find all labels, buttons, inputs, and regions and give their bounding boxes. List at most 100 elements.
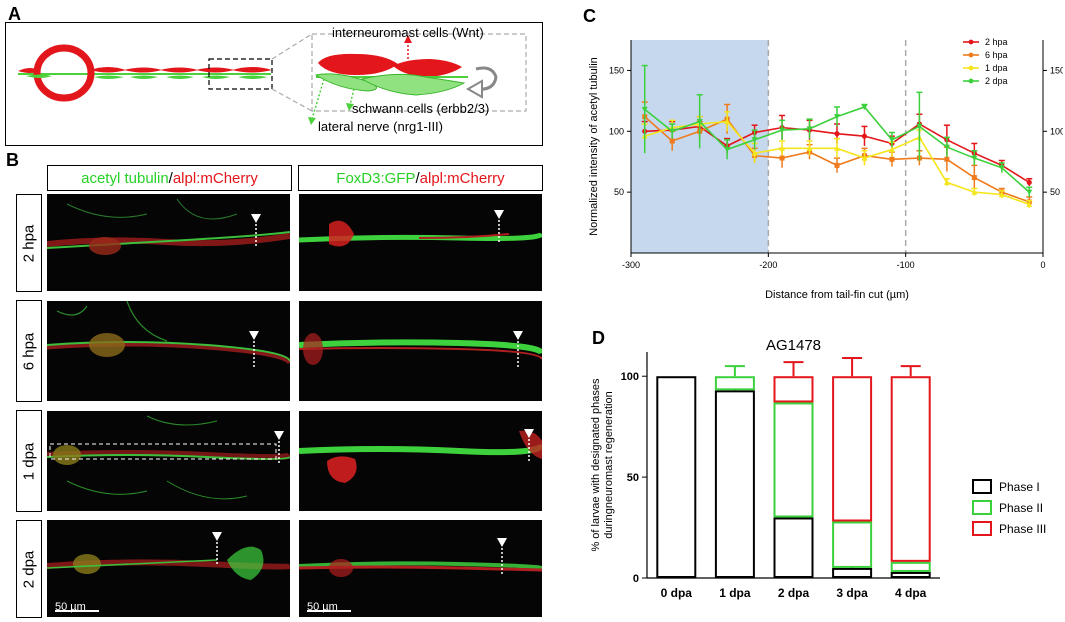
neuromast-ring bbox=[33, 44, 95, 102]
data-point bbox=[971, 189, 978, 195]
data-point bbox=[889, 156, 895, 162]
y-axis-label-line: % of larvae with designated phases bbox=[590, 378, 602, 552]
interneuromast-cell-large-1 bbox=[318, 53, 398, 75]
micrograph-1dpa-foxd3 bbox=[299, 411, 542, 511]
rotation-arrow-icon bbox=[475, 66, 498, 91]
bar-segment bbox=[832, 567, 873, 579]
bar-segment bbox=[773, 517, 814, 578]
y-tick-label: 50 bbox=[627, 472, 639, 484]
legend-marker bbox=[968, 39, 974, 45]
data-point bbox=[834, 131, 840, 137]
row-label-text: 1 dpa bbox=[20, 442, 38, 480]
line-chart-acetyl-tubulin: 50 50 100 100 150 150 -300 -200 -100 0 Distance fr… bbox=[588, 37, 1063, 301]
y-tick-label-right: 50 bbox=[1050, 187, 1060, 197]
bar-segment bbox=[890, 561, 931, 572]
micrograph-2hpa-acetyl bbox=[47, 194, 290, 291]
y-tick-label: 100 bbox=[609, 126, 624, 136]
y-tick-label: 100 bbox=[621, 371, 639, 383]
data-point bbox=[916, 123, 923, 130]
data-point bbox=[834, 114, 840, 120]
bar-segment bbox=[890, 376, 931, 562]
header-sep: / bbox=[415, 169, 420, 187]
legend-label: 1 dpa bbox=[985, 63, 1008, 73]
data-point bbox=[861, 104, 868, 110]
series-2-dpa bbox=[641, 64, 1033, 198]
legend-label: Phase I bbox=[999, 480, 1040, 494]
chart-title: AG1478 bbox=[766, 337, 821, 354]
bar-segment bbox=[890, 571, 931, 578]
header-sep: / bbox=[168, 169, 173, 187]
panel-a-frame bbox=[5, 22, 543, 146]
x-tick-label: 0 bbox=[1040, 260, 1045, 270]
x-tick-label: -200 bbox=[759, 260, 777, 270]
schwann-label: schwann cells (erbb2/3) bbox=[352, 101, 490, 116]
micrograph-1dpa-acetyl bbox=[47, 411, 290, 511]
legend-marker bbox=[968, 52, 974, 58]
legend-swatch bbox=[972, 479, 992, 494]
y-tick-label: 50 bbox=[614, 187, 624, 197]
x-tick-label: -300 bbox=[622, 260, 640, 270]
panel-a-label: A bbox=[8, 4, 21, 24]
header-red-text: alpl:mCherry bbox=[419, 169, 505, 187]
panel-a-schematic bbox=[18, 33, 527, 125]
data-point bbox=[696, 119, 703, 125]
scale-bar-label-left: 50 µm bbox=[55, 601, 86, 613]
legend-marker bbox=[968, 65, 974, 71]
micrograph-6hpa-acetyl bbox=[47, 301, 290, 401]
row-label-6hpa: 6 hpa bbox=[16, 300, 42, 402]
y-axis-label: Normalized intensity of acetyl tubulin bbox=[588, 57, 600, 236]
legend-label: Phase III bbox=[999, 522, 1046, 536]
interneuromast-cell-large-2 bbox=[393, 59, 462, 77]
data-point bbox=[724, 147, 731, 153]
row-label-1dpa: 1 dpa bbox=[16, 410, 42, 512]
zoom-box bbox=[208, 58, 273, 90]
legend-label: Phase II bbox=[999, 501, 1043, 515]
data-point bbox=[751, 150, 758, 156]
data-point bbox=[779, 145, 786, 151]
column-header-acetyl-tubulin: acetyl tubulin / alpl:mCherry bbox=[47, 165, 292, 191]
panel-c-label: C bbox=[583, 6, 596, 26]
data-point bbox=[1026, 189, 1033, 196]
micrograph-6hpa-foxd3 bbox=[299, 301, 542, 401]
y-tick-label: 150 bbox=[609, 65, 624, 75]
y-tick-label-right: 100 bbox=[1050, 126, 1063, 136]
data-point bbox=[779, 127, 786, 134]
bar-segment bbox=[773, 376, 814, 403]
micrograph-2dpa-acetyl bbox=[47, 520, 290, 617]
interneuromast-label: interneuromast cells (Wnt) bbox=[332, 25, 484, 40]
data-point bbox=[641, 106, 648, 113]
data-point bbox=[971, 155, 978, 162]
category-label: 0 dpa bbox=[661, 586, 693, 600]
data-point bbox=[888, 146, 895, 153]
data-point bbox=[669, 128, 676, 135]
data-point bbox=[669, 138, 675, 144]
y-tick-label-right: 150 bbox=[1050, 65, 1063, 75]
category-label: 3 dpa bbox=[836, 586, 868, 600]
data-point bbox=[806, 145, 813, 151]
data-point bbox=[751, 137, 758, 143]
bar-chart-ag1478: AG1478 0 50 100 % of larvae with designated … bbox=[590, 337, 1046, 600]
schwann-cell-large-2 bbox=[360, 73, 466, 96]
header-red-text: alpl:mCherry bbox=[172, 169, 258, 187]
y-axis-label-line: duringneuromast regeneration bbox=[603, 391, 615, 538]
category-label: 2 dpa bbox=[778, 586, 810, 600]
category-label: 4 dpa bbox=[895, 586, 927, 600]
data-point bbox=[998, 165, 1005, 171]
bar-segment bbox=[832, 521, 873, 568]
data-point bbox=[998, 191, 1005, 198]
data-point bbox=[806, 126, 813, 132]
interneuromast-cells-strip bbox=[18, 67, 272, 73]
category-label: 1 dpa bbox=[719, 586, 751, 600]
header-green-text: acetyl tubulin bbox=[81, 169, 169, 187]
header-green-text: FoxD3:GFP bbox=[336, 169, 416, 187]
data-point bbox=[834, 145, 840, 151]
row-label-2dpa: 2 dpa bbox=[16, 520, 42, 618]
legend-label: 2 hpa bbox=[985, 37, 1008, 47]
legend-label: 2 dpa bbox=[985, 76, 1008, 86]
y-axis-label: % of larvae with designated phasesduring… bbox=[590, 378, 615, 552]
data-point bbox=[834, 162, 840, 168]
data-point bbox=[861, 155, 868, 161]
x-tick-label: -100 bbox=[897, 260, 915, 270]
data-point bbox=[1026, 201, 1033, 207]
data-point bbox=[944, 156, 950, 162]
